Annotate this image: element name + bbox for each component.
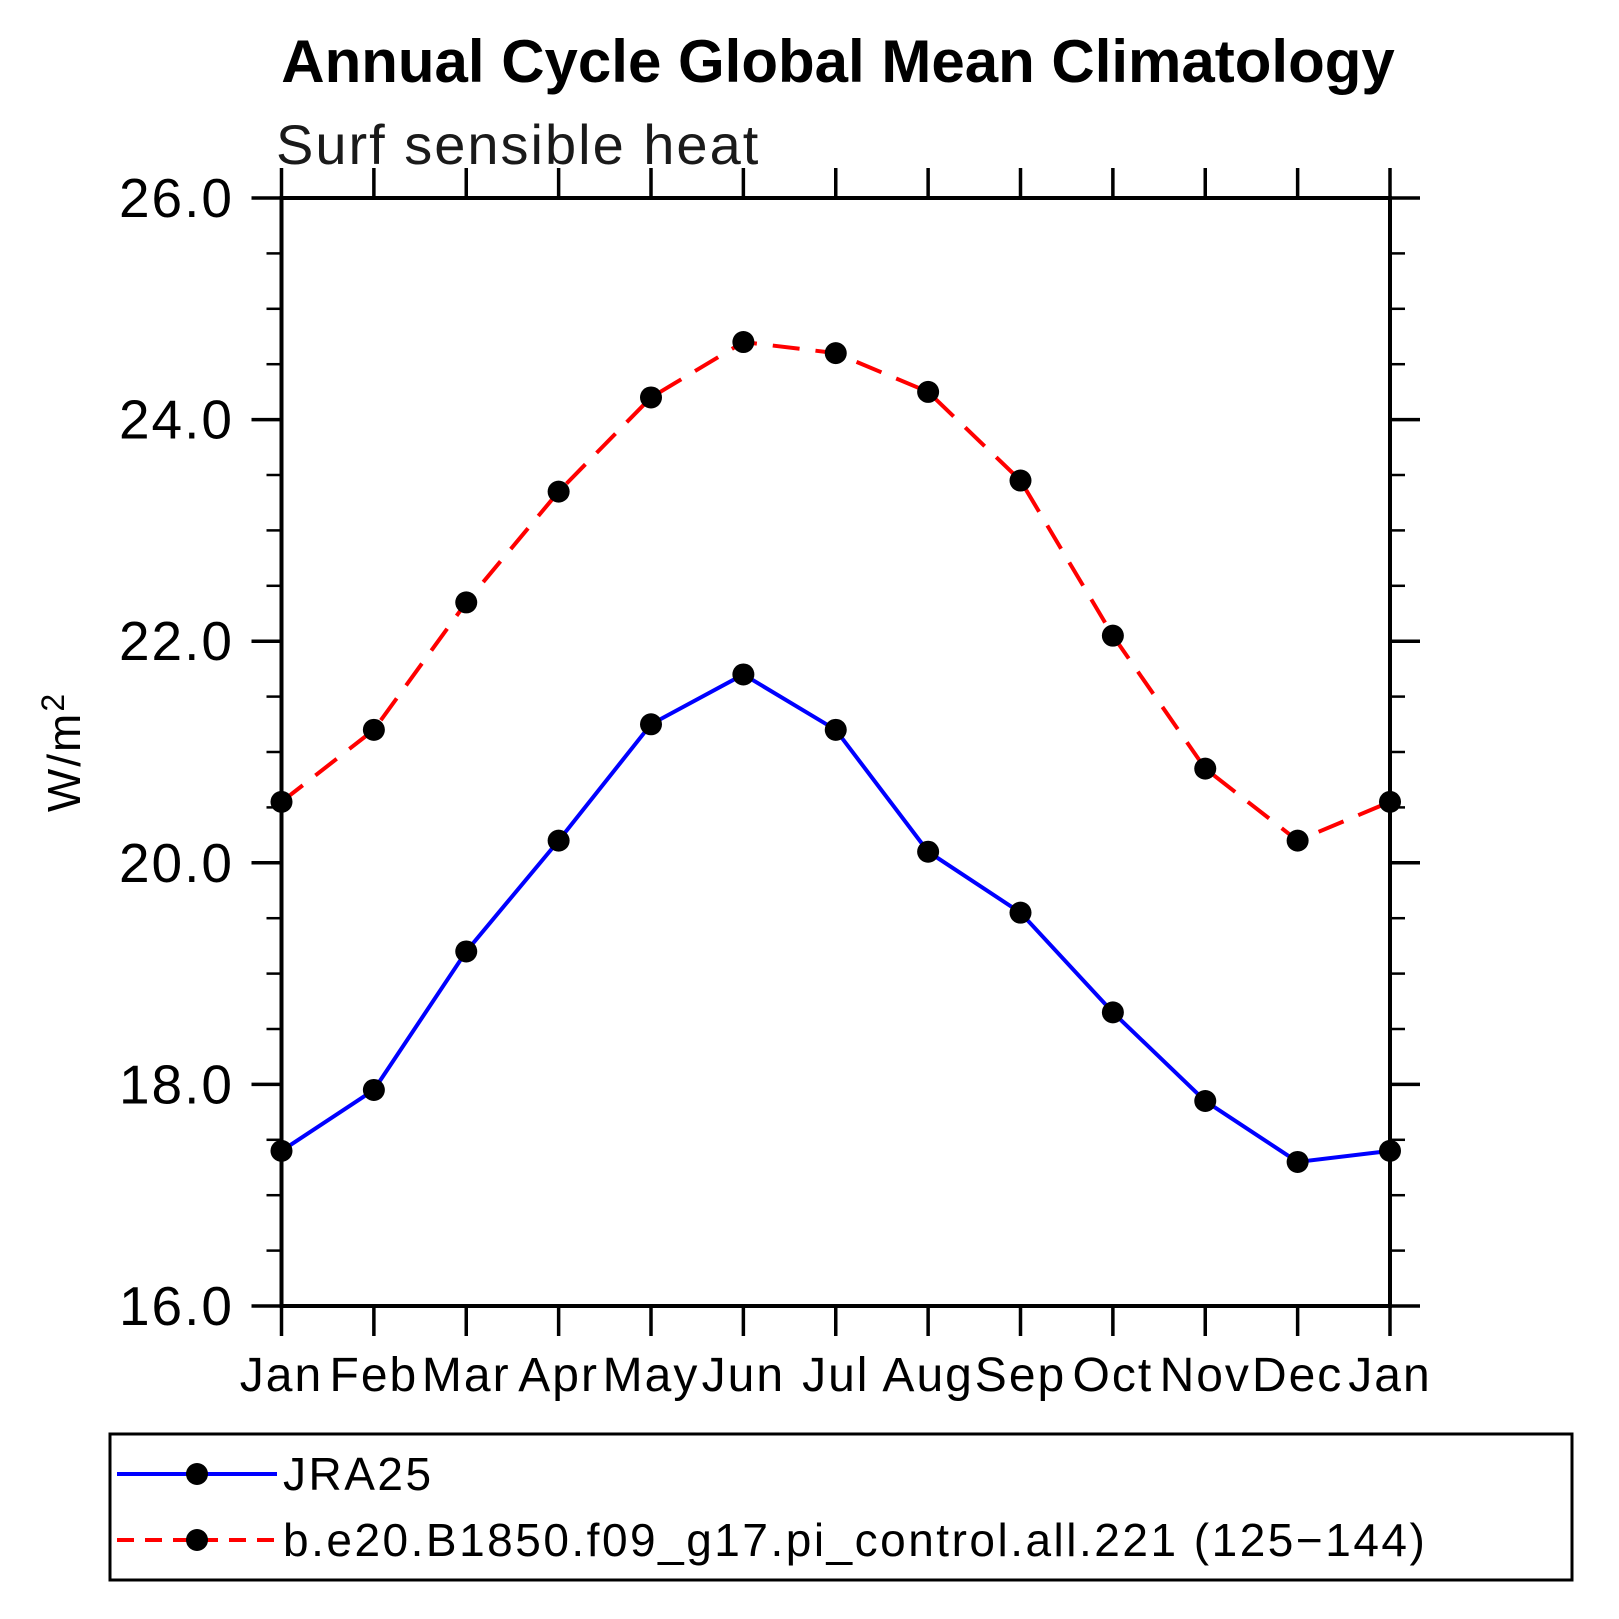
- data-point-marker: [917, 380, 940, 403]
- plot-frame: [279, 196, 1392, 1308]
- data-point-marker: [1379, 1139, 1401, 1162]
- data-point-marker: [1286, 829, 1309, 852]
- y-tick-label: 16.0: [119, 1275, 234, 1337]
- x-tick-label: Dec: [1252, 1349, 1343, 1402]
- data-point-marker: [270, 790, 293, 813]
- data-point-marker: [455, 591, 478, 614]
- data-point-marker: [362, 718, 385, 741]
- data-point-marker: [547, 829, 570, 852]
- legend-label: JRA25: [283, 1448, 434, 1500]
- data-point-marker: [917, 840, 940, 863]
- data-point-marker: [270, 1139, 293, 1162]
- x-tick-label: Jan: [1348, 1349, 1431, 1402]
- data-point-marker: [1286, 1150, 1309, 1173]
- y-tick-label: 22.0: [119, 610, 234, 672]
- data-point-marker: [1101, 1001, 1124, 1024]
- data-point-marker: [1009, 469, 1032, 492]
- x-tick-label: Feb: [330, 1349, 419, 1402]
- data-point-marker: [824, 718, 847, 741]
- y-tick-label: 24.0: [119, 389, 234, 451]
- legend-sample-marker: [186, 1463, 208, 1485]
- series-line-JRA25: [280, 672, 1391, 1165]
- x-tick-label: Jan: [240, 1349, 323, 1402]
- data-point-marker: [362, 1078, 385, 1101]
- x-tick-label: Apr: [518, 1349, 599, 1402]
- data-point-marker: [1379, 790, 1401, 813]
- data-point-marker: [732, 663, 755, 686]
- x-tick-label: May: [603, 1349, 700, 1402]
- data-point-marker: [547, 480, 570, 503]
- legend-sample-marker: [186, 1529, 208, 1551]
- data-point-marker: [640, 386, 662, 409]
- legend-box: JRA25 b.e20.B1850.f09_g17.pi_control.all.…: [108, 1432, 1574, 1582]
- chart-subtitle: Surf sensible heat: [276, 113, 760, 176]
- data-point-marker: [1194, 757, 1217, 780]
- legend-frame: [108, 1432, 1574, 1582]
- y-tick-label: 18.0: [119, 1053, 234, 1115]
- x-tick-label: Nov: [1160, 1349, 1251, 1402]
- x-tick-label: Mar: [422, 1349, 511, 1402]
- y-tick-label: 26.0: [119, 167, 234, 229]
- data-point-marker: [640, 713, 662, 736]
- series-line-b: [280, 339, 1391, 843]
- data-point-marker: [455, 940, 478, 963]
- data-series: [270, 331, 1401, 1173]
- data-point-marker: [1009, 901, 1032, 924]
- data-point-marker: [732, 331, 755, 354]
- axes: Jan Feb Mar Apr May Jun Jul Aug Sep Oct Nov Dec Jan1…: [119, 167, 1431, 1402]
- data-point-marker: [1194, 1090, 1217, 1113]
- x-tick-label: Jun: [702, 1349, 785, 1402]
- x-tick-label: Jul: [802, 1349, 869, 1402]
- y-axis-title: W/m2: [35, 692, 90, 812]
- x-tick-label: Oct: [1073, 1349, 1154, 1402]
- x-tick-label: Aug: [882, 1349, 973, 1402]
- chart-title: Annual Cycle Global Mean Climatology: [281, 28, 1395, 95]
- x-tick-label: Sep: [975, 1349, 1066, 1402]
- data-point-marker: [1101, 624, 1124, 647]
- legend-label: b.e20.B1850.f09_g17.pi_control.all.221 (…: [283, 1514, 1427, 1566]
- y-tick-label: 20.0: [119, 832, 234, 894]
- data-point-marker: [824, 342, 847, 365]
